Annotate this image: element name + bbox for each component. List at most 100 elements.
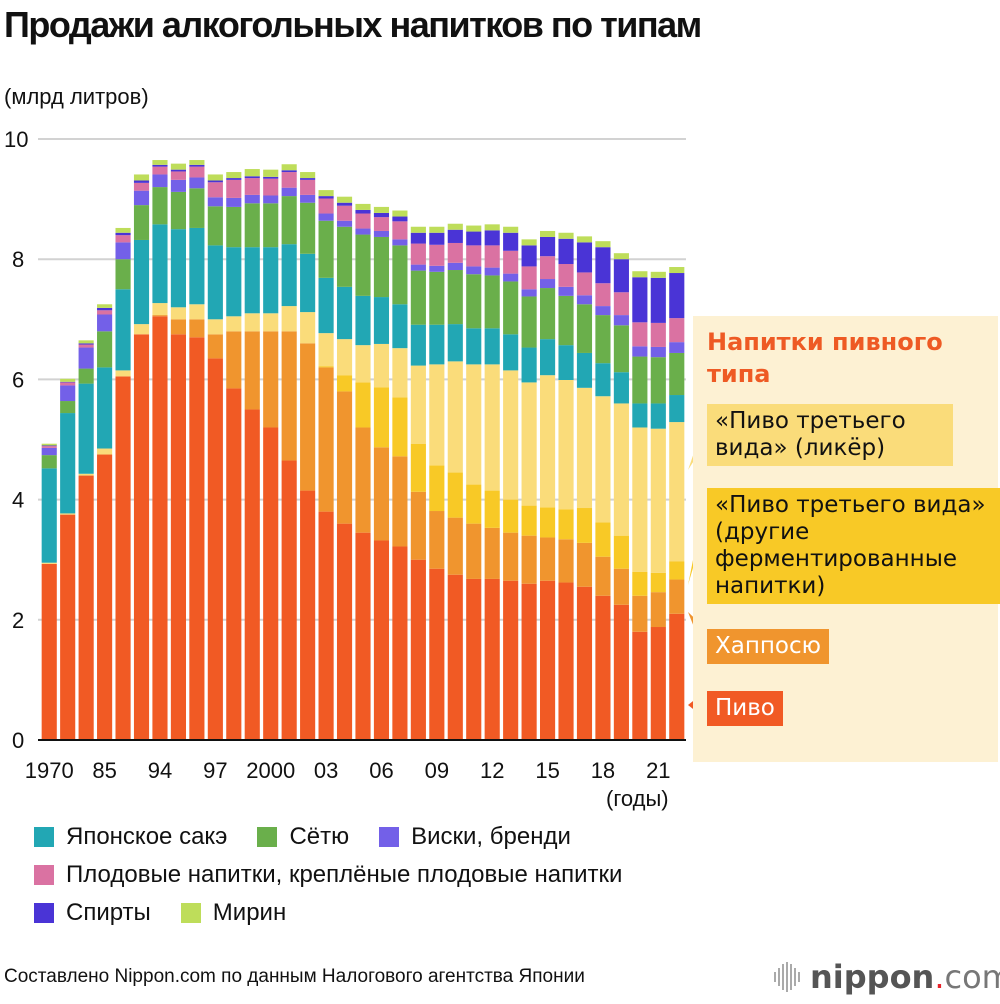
bar-segment-1-2016 <box>558 539 574 583</box>
bar-segment-8-1985 <box>97 307 113 311</box>
label-third-beer-other: «Пиво третьего вида» (другие ферментиров… <box>707 488 1000 604</box>
bar-segment-7-2019 <box>613 292 629 316</box>
y-tick-label: 0 <box>12 728 24 753</box>
bar-segment-8-2003 <box>318 196 334 199</box>
bar-segment-6-1980 <box>78 347 94 369</box>
legend-label: Сётю <box>289 823 350 850</box>
chart-title: Продажи алкогольных напитков по типам <box>4 4 702 45</box>
y-tick-label: 6 <box>12 367 24 392</box>
bar-segment-1-2014 <box>521 535 537 584</box>
bar-segment-3-2013 <box>503 370 519 500</box>
bar-segment-7-2009 <box>429 244 445 266</box>
bar-segment-9-1999 <box>244 169 260 177</box>
bar-segment-0-1980 <box>78 475 94 740</box>
bar-segment-5-1996 <box>189 188 205 228</box>
bar-segment-6-2006 <box>373 230 390 237</box>
bar-segment-1-2000 <box>263 331 279 428</box>
legend-label: Японское сакэ <box>66 823 228 850</box>
bar-segment-2-2021 <box>650 572 666 593</box>
bar-segment-1-1994 <box>152 315 168 317</box>
bar-segment-3-2018 <box>595 396 611 523</box>
bar-segment-6-2005 <box>355 228 371 235</box>
legend-item-fruit: Плодовые напитки, креплёные плодовые нап… <box>34 856 622 894</box>
bar-segment-7-2004 <box>336 205 353 221</box>
bar-segment-8-2015 <box>540 236 556 257</box>
bar-segment-3-2019 <box>613 403 629 536</box>
bar-segment-0-2022 <box>669 613 685 740</box>
bar-segment-7-2015 <box>540 256 556 280</box>
legend-swatch-mirin <box>180 903 201 923</box>
bar-segment-0-2008 <box>410 559 426 740</box>
bar-segment-8-1997 <box>207 180 223 183</box>
bar-segment-3-1997 <box>207 319 223 335</box>
bar-segment-3-2014 <box>521 382 537 506</box>
bar-segment-2-2004 <box>336 375 353 392</box>
bar-stack-2019 <box>613 253 629 740</box>
bar-segment-5-2014 <box>521 296 537 348</box>
bar-segment-2-2011 <box>466 484 482 524</box>
bar-segment-9-1980 <box>78 340 94 344</box>
bar-stack-2010 <box>447 223 463 740</box>
bar-stack-1997 <box>207 174 223 740</box>
bar-segment-0-2006 <box>373 540 390 740</box>
bar-segment-4-1996 <box>189 227 205 305</box>
y-axis-ticks: 0 2 4 6 8 10 <box>4 127 28 753</box>
bar-segment-7-1998 <box>226 179 242 198</box>
bar-segment-6-2004 <box>336 220 353 227</box>
bar-segment-9-2002 <box>300 172 316 179</box>
bar-segment-4-2012 <box>484 328 500 365</box>
bar-segment-1-2009 <box>429 511 445 569</box>
bar-stack-2022 <box>669 267 685 740</box>
bar-segment-5-2012 <box>484 275 500 329</box>
bar-segment-8-2019 <box>613 259 629 293</box>
bar-segment-3-1985 <box>97 448 113 455</box>
bar-segment-1-1998 <box>226 331 242 389</box>
bar-segment-8-1998 <box>226 178 242 180</box>
legend-item-whisky: Виски, бренди <box>379 818 571 856</box>
bar-segment-8-1990 <box>115 232 131 236</box>
bar-stack-1999 <box>244 169 260 740</box>
bar-segment-6-2003 <box>318 213 334 221</box>
bar-stack-2018 <box>595 241 611 740</box>
bar-segment-4-1980 <box>78 383 94 474</box>
bar-stack-2005 <box>355 203 371 740</box>
bar-segment-4-1998 <box>226 247 242 317</box>
bar-segment-7-1997 <box>207 182 223 198</box>
bar-segment-7-2002 <box>300 179 316 195</box>
bar-segment-6-2007 <box>392 239 408 246</box>
bar-segment-9-2022 <box>669 267 685 274</box>
bar-segment-9-1990 <box>115 227 131 233</box>
bar-stack-1990 <box>115 227 131 740</box>
logo-sound-bars-icon <box>774 962 802 992</box>
bar-segment-9-2018 <box>595 241 611 248</box>
bar-stack-1995 <box>170 163 186 740</box>
bar-segment-9-2011 <box>466 225 482 232</box>
bar-segment-9-2012 <box>484 224 500 231</box>
bar-segment-3-2022 <box>669 422 685 562</box>
bar-segment-0-1994 <box>152 316 168 740</box>
bar-segment-5-2022 <box>669 352 685 396</box>
bar-stack-2007 <box>392 210 408 740</box>
bar-segment-1-2018 <box>595 556 611 596</box>
bar-segment-5-2005 <box>355 234 371 296</box>
bar-stack-2002 <box>300 172 316 740</box>
bar-segment-5-1997 <box>207 206 223 246</box>
bar-segment-5-2013 <box>503 281 519 335</box>
legend: Японское сакэ Сётю Виски, бренди Плодовы… <box>34 818 652 932</box>
bar-segment-1-2012 <box>484 527 500 579</box>
bar-segment-2-2008 <box>410 443 426 492</box>
bar-segment-5-2007 <box>392 245 408 305</box>
bar-segment-2-2003 <box>318 366 334 368</box>
bar-segment-9-2008 <box>410 226 426 233</box>
bar-segment-5-2019 <box>613 325 629 373</box>
bar-segment-6-1996 <box>189 177 205 189</box>
bar-segment-8-2000 <box>263 176 279 179</box>
bar-segment-8-2006 <box>373 212 390 218</box>
bar-stack-1994 <box>152 160 168 740</box>
bar-segment-5-2011 <box>466 274 482 329</box>
bar-segment-8-2011 <box>466 231 482 246</box>
bar-segment-0-2004 <box>336 523 353 740</box>
bar-segment-4-1970 <box>41 468 57 563</box>
bar-segment-9-1995 <box>170 163 186 170</box>
bar-segment-3-1998 <box>226 316 242 332</box>
